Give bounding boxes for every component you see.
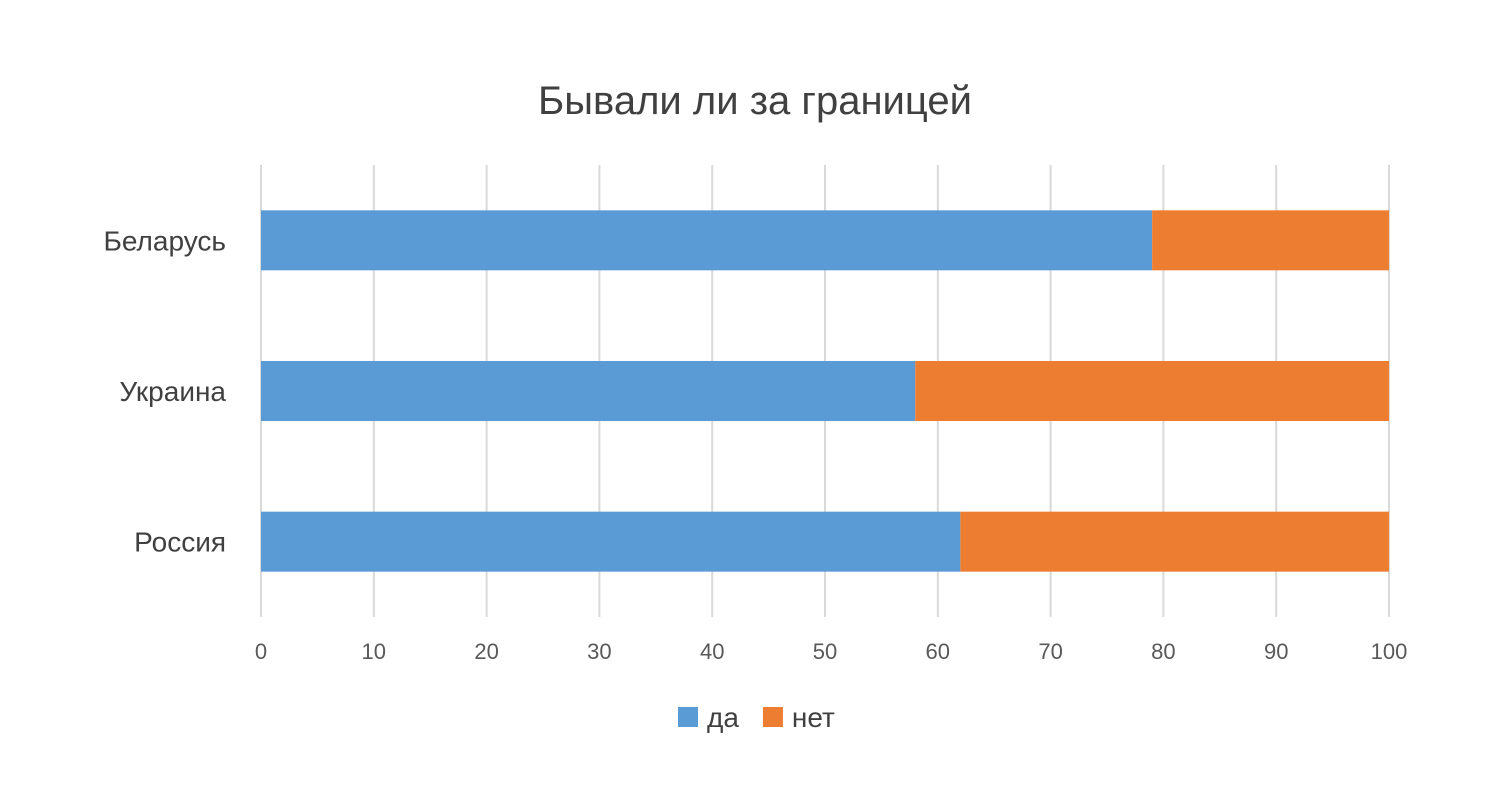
x-tick-label-10: 10 bbox=[362, 639, 386, 664]
x-tick-label-20: 20 bbox=[474, 639, 498, 664]
bars bbox=[261, 210, 1389, 572]
legend-label-0: да bbox=[707, 702, 739, 733]
bar-yes-1 bbox=[261, 361, 916, 421]
legend-label-1: нет bbox=[792, 702, 835, 733]
bar-no-0 bbox=[960, 511, 1389, 572]
x-tick-label-80: 80 bbox=[1151, 639, 1175, 664]
legend-swatch-0 bbox=[678, 707, 698, 727]
x-tick-label-90: 90 bbox=[1264, 639, 1288, 664]
bar-yes-2 bbox=[261, 210, 1153, 271]
category-label-0: Россия bbox=[134, 527, 226, 558]
x-tick-label-60: 60 bbox=[926, 639, 950, 664]
category-label-1: Украина bbox=[119, 376, 226, 407]
x-tick-label-0: 0 bbox=[255, 639, 267, 664]
category-labels: Россия Украина Беларусь bbox=[104, 225, 227, 557]
bar-yes-0 bbox=[261, 511, 961, 572]
x-tick-labels: 0 10 20 30 40 50 60 70 80 90 100 bbox=[255, 639, 1407, 664]
x-tick-label-70: 70 bbox=[1038, 639, 1062, 664]
legend: да нет bbox=[678, 702, 835, 733]
x-tick-label-30: 30 bbox=[587, 639, 611, 664]
bar-no-2 bbox=[1152, 210, 1389, 271]
x-tick-label-40: 40 bbox=[700, 639, 724, 664]
chart-title: Бывали ли за границей bbox=[538, 79, 972, 123]
bar-no-1 bbox=[915, 361, 1389, 421]
x-tick-label-50: 50 bbox=[813, 639, 837, 664]
x-tick-label-100: 100 bbox=[1371, 639, 1408, 664]
legend-swatch-1 bbox=[762, 707, 783, 727]
category-label-2: Беларусь bbox=[104, 225, 226, 256]
